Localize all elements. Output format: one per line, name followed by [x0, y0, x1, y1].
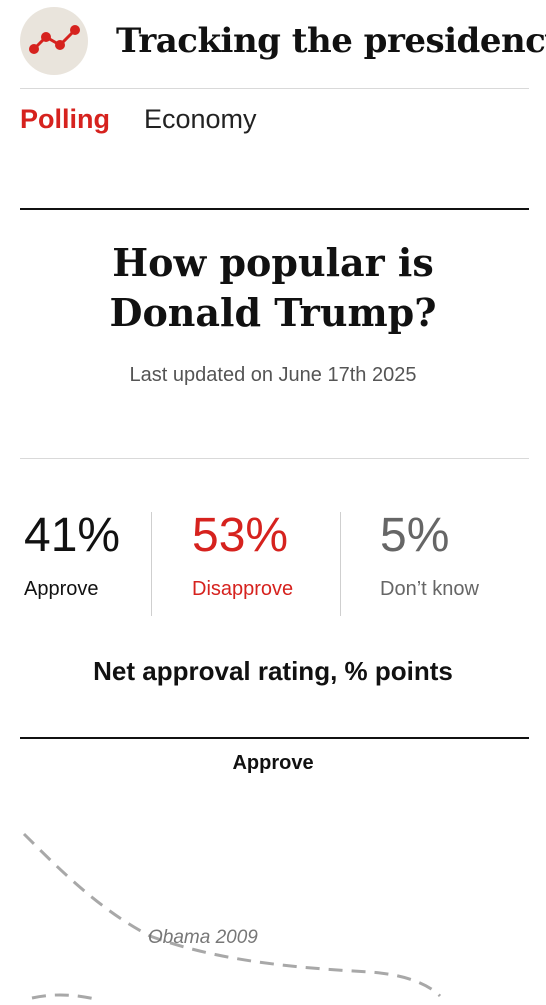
section-divider	[20, 208, 529, 210]
line-chart-icon[interactable]	[20, 7, 88, 75]
approval-stats: 41% Approve 53% Disapprove 5% Don’t know	[20, 508, 529, 616]
chart-approve-label: Approve	[232, 752, 314, 774]
obama-2009-annotation: Obama 2009	[148, 927, 258, 948]
net-approval-title: Net approval rating, % points	[93, 656, 453, 686]
dont-know-label: Don’t know	[380, 578, 479, 600]
comparison-line	[31, 993, 101, 1002]
disapprove-value: 53%	[192, 509, 289, 562]
stat-dont-know: 5% Don’t know	[380, 508, 479, 616]
dont-know-value: 5%	[380, 509, 450, 562]
site-title: Tracking the presidency	[116, 21, 546, 61]
header-divider	[20, 88, 529, 89]
section-tabs: Polling Economy	[20, 104, 257, 135]
chart-top-rule	[20, 737, 529, 739]
stat-disapprove: 53% Disapprove	[192, 508, 293, 616]
approve-label: Approve	[24, 578, 99, 600]
net-approval-chart	[0, 800, 546, 1002]
last-updated: Last updated on June 17th 2025	[129, 364, 417, 386]
stat-divider	[151, 512, 152, 616]
stat-divider	[340, 512, 341, 616]
page-title-line-2: Donald Trump?	[109, 290, 437, 335]
stats-divider	[20, 458, 529, 459]
approve-value: 41%	[24, 509, 121, 562]
page-title-line-1: How popular is	[112, 240, 434, 285]
tab-polling[interactable]: Polling	[20, 104, 110, 134]
disapprove-label: Disapprove	[192, 578, 294, 600]
tab-economy[interactable]: Economy	[144, 104, 257, 134]
page-title: How popular is Donald Trump?	[0, 238, 546, 338]
stat-approve: 41% Approve	[24, 508, 120, 616]
site-header: Tracking the presidency	[20, 6, 546, 76]
obama-2009-line	[22, 832, 442, 998]
